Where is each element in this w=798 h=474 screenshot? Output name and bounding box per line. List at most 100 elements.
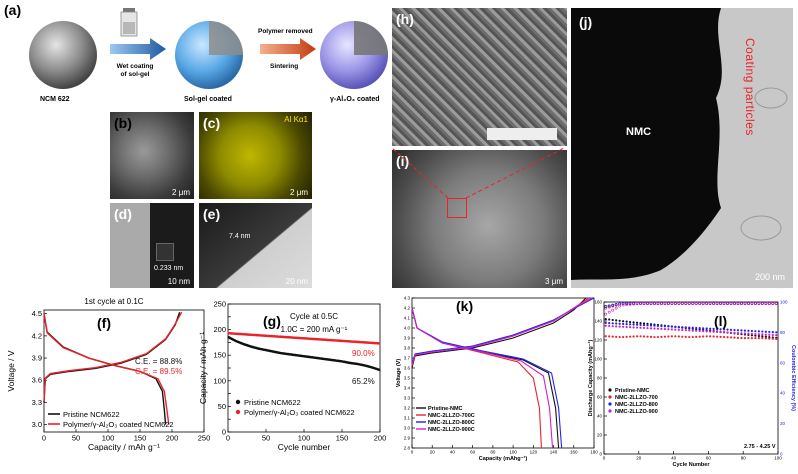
- chart-f: 0 50 100 150 200 250 3.0 3.3 3.6 3.9 4.2 4.5 Capacit…: [6, 297, 211, 452]
- x-tick-label: 150: [134, 434, 147, 443]
- data-point: [761, 335, 764, 338]
- data-point: [615, 322, 618, 325]
- data-point: [736, 331, 740, 335]
- y-tick-label: 4.5: [32, 309, 42, 318]
- panel-label-l: (l): [714, 313, 728, 329]
- x-axis-label: Cycle Number: [673, 462, 711, 468]
- data-point: [701, 302, 705, 305]
- legend-label: NMC-2LLZO-900C: [428, 427, 475, 433]
- legend-swatch: [608, 402, 612, 406]
- data-point: [691, 326, 694, 329]
- data-point: [698, 329, 701, 333]
- data-point: [771, 331, 774, 334]
- data-point: [646, 327, 649, 330]
- x-tick-label: 0: [411, 450, 414, 455]
- data-point: [680, 302, 684, 305]
- data-point: [771, 337, 774, 340]
- data-point: [629, 320, 632, 324]
- legend-label: Polymer/γ-Al₂O₃ coated NCM622: [244, 408, 355, 417]
- data-point: [750, 337, 753, 340]
- data-point: [625, 335, 628, 338]
- x-tick-label: 250: [198, 434, 211, 443]
- data-point: [377, 342, 381, 345]
- data-point: [726, 336, 729, 339]
- data-point: [604, 306, 608, 310]
- tem-image-j: (j) NMC Coating particles 200 nm: [571, 8, 793, 288]
- legend-swatch: [608, 409, 612, 413]
- data-point: [771, 302, 775, 305]
- data-point: [702, 327, 705, 330]
- data-point: [764, 333, 767, 336]
- y-tick-label: 3.2: [404, 406, 411, 411]
- data-point: [642, 323, 646, 327]
- data-point: [754, 332, 757, 336]
- annotation: 65.2%: [352, 377, 375, 386]
- y-tick-label: 150: [213, 351, 226, 360]
- data-point: [625, 320, 628, 323]
- chart-g: 0 50 100 150 200 0 50 100 150 200 250 Cycle number C…: [198, 300, 386, 453]
- data-point: [646, 324, 649, 327]
- y2-tick-label: 100: [780, 300, 788, 305]
- x-tick-label: 120: [530, 450, 538, 455]
- y-tick-label: 3.7: [404, 356, 411, 361]
- sem-image-h: (h): [392, 8, 567, 146]
- tem-image-e: (e) 7.4 nm 20 nm: [199, 203, 312, 288]
- data-point: [684, 329, 687, 332]
- data-point: [722, 331, 726, 334]
- x-axis-label: Cycle number: [278, 442, 331, 452]
- data-point: [622, 335, 625, 339]
- data-point: [743, 302, 747, 305]
- data-point: [764, 337, 767, 340]
- data-point: [691, 335, 694, 339]
- y-tick-label: 40: [597, 414, 603, 419]
- data-point: [694, 302, 698, 305]
- data-point: [709, 335, 712, 338]
- panel-label-k: (k): [456, 298, 474, 314]
- data-point: [677, 302, 681, 305]
- data-point: [771, 333, 774, 337]
- data-point: [709, 327, 712, 330]
- al-ka-label: Al Kα1: [284, 115, 308, 124]
- data-point: [673, 302, 677, 305]
- data-point: [670, 335, 673, 338]
- data-point: [681, 326, 684, 329]
- panel-label-d: (d): [114, 206, 132, 222]
- chart-k: 0 20 40 60 80 100 120 140 160 180 2.8 2.9 3.0 3.1 3.2 3…: [396, 296, 598, 463]
- data-point: [688, 335, 691, 339]
- y2-tick-label: 0: [780, 452, 783, 457]
- scale-label-e: 20 nm: [285, 277, 308, 286]
- y-tick-label: 3.8: [404, 346, 411, 351]
- y-axis-label: Voltage / V: [6, 350, 16, 391]
- y-tick-label: 3.3: [32, 398, 42, 407]
- data-point: [607, 310, 611, 314]
- data-point: [660, 327, 663, 330]
- data-point: [608, 322, 611, 325]
- data-point: [747, 337, 750, 340]
- data-point: [660, 324, 663, 328]
- data-point: [639, 321, 642, 325]
- data-point: [622, 320, 625, 323]
- data-point: [642, 322, 646, 325]
- plot-frame: [43, 309, 205, 433]
- data-point: [747, 302, 750, 305]
- data-point: [691, 329, 694, 332]
- chart-subtitle: 1.0C = 200 mA g⁻¹: [281, 325, 348, 334]
- data-point: [698, 302, 702, 305]
- legend-label: Pristine-NMC: [428, 406, 463, 412]
- data-point: [656, 324, 660, 327]
- data-point: [750, 302, 754, 305]
- data-point: [716, 327, 719, 331]
- data-point: [761, 333, 764, 336]
- data-point: [729, 328, 733, 331]
- data-point: [733, 328, 736, 332]
- legend-label: NMC-2LLZO-800C: [428, 420, 475, 426]
- x-tick-label: 100: [774, 456, 782, 461]
- annotation: 90.0%: [352, 349, 375, 358]
- y-tick-label: 3.6: [404, 366, 411, 371]
- data-point: [621, 303, 625, 307]
- data-point: [695, 326, 698, 330]
- sem-image-b: (b) 2 μm: [110, 112, 194, 199]
- legend-swatch: [235, 409, 241, 415]
- data-point: [629, 323, 632, 326]
- data-point: [614, 306, 618, 310]
